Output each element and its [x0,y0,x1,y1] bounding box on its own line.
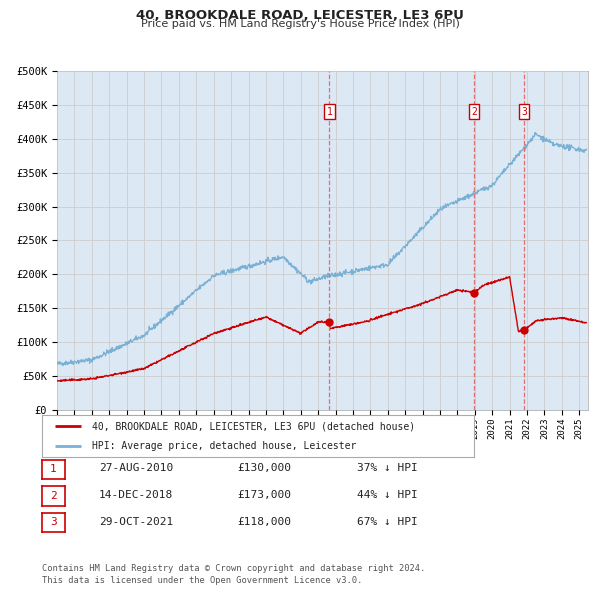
Text: 67% ↓ HPI: 67% ↓ HPI [357,517,418,526]
Text: Price paid vs. HM Land Registry's House Price Index (HPI): Price paid vs. HM Land Registry's House … [140,19,460,29]
Text: 1: 1 [326,107,332,116]
Text: 2: 2 [471,107,477,116]
Text: Contains HM Land Registry data © Crown copyright and database right 2024.
This d: Contains HM Land Registry data © Crown c… [42,565,425,585]
Text: 1: 1 [50,464,57,474]
Text: 29-OCT-2021: 29-OCT-2021 [99,517,173,526]
Text: £130,000: £130,000 [237,464,291,473]
Text: 40, BROOKDALE ROAD, LEICESTER, LE3 6PU: 40, BROOKDALE ROAD, LEICESTER, LE3 6PU [136,9,464,22]
Text: 3: 3 [521,107,527,116]
Text: 3: 3 [50,517,57,527]
Text: £173,000: £173,000 [237,490,291,500]
Text: 27-AUG-2010: 27-AUG-2010 [99,464,173,473]
Text: 37% ↓ HPI: 37% ↓ HPI [357,464,418,473]
Text: 44% ↓ HPI: 44% ↓ HPI [357,490,418,500]
Text: HPI: Average price, detached house, Leicester: HPI: Average price, detached house, Leic… [92,441,356,451]
Text: 2: 2 [50,491,57,501]
Text: 40, BROOKDALE ROAD, LEICESTER, LE3 6PU (detached house): 40, BROOKDALE ROAD, LEICESTER, LE3 6PU (… [92,421,415,431]
Text: £118,000: £118,000 [237,517,291,526]
Text: 14-DEC-2018: 14-DEC-2018 [99,490,173,500]
